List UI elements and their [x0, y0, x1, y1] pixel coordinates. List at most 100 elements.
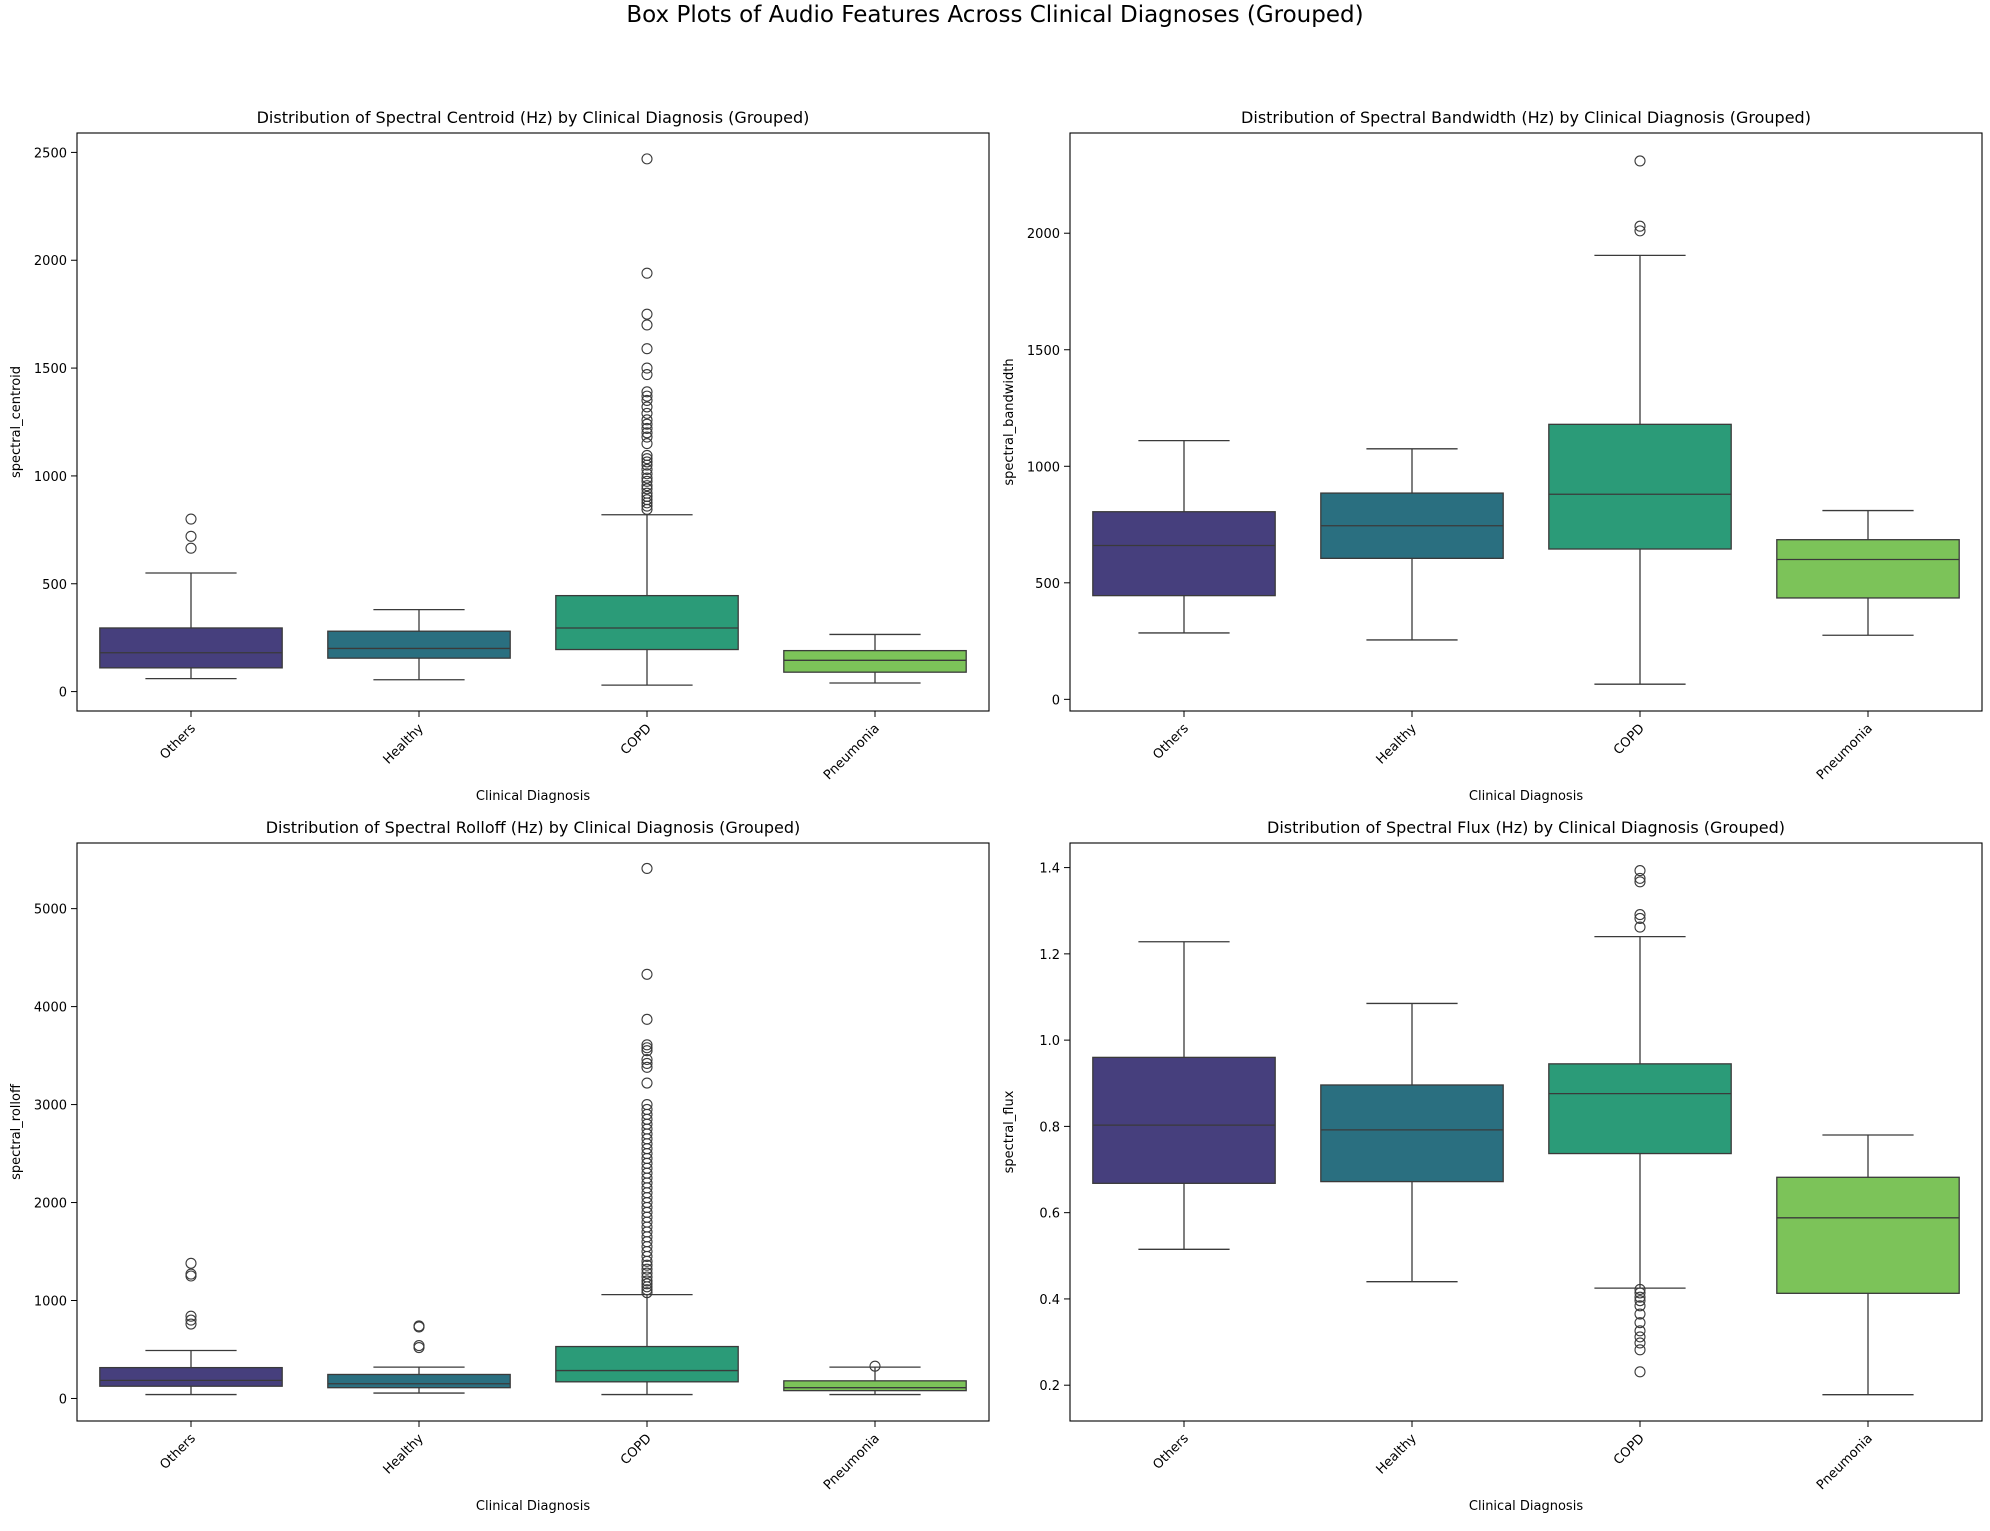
axes-frame	[1069, 132, 1983, 712]
outlier-point	[641, 1263, 653, 1275]
x-tick-label-copd: COPD	[618, 721, 655, 758]
x-tick-label-copd: COPD	[1611, 1431, 1648, 1468]
x-tick-label-healthy: Healthy	[1374, 1431, 1420, 1477]
chart-spectral-flux: Distribution of Spectral Flux (Hz) by Cl…	[1002, 818, 1983, 1514]
outlier-point	[185, 530, 197, 542]
outlier-point	[641, 343, 653, 355]
plot-area: Distribution of Spectral Centroid (Hz) b…	[9, 108, 990, 804]
y-tick-label: 2000	[34, 254, 67, 269]
x-tick-label-others: Others	[157, 1431, 199, 1473]
outlier-point	[185, 513, 197, 525]
outlier-point	[1634, 912, 1646, 925]
outlier-point	[1634, 1295, 1646, 1307]
y-tick-label: 0.2	[1039, 1379, 1060, 1394]
box-others	[1092, 941, 1276, 1250]
outlier-point	[641, 1013, 653, 1025]
outlier-point	[1634, 1300, 1646, 1312]
box-body	[1776, 1176, 1960, 1294]
outlier-point	[413, 1340, 425, 1352]
outlier-point	[869, 1360, 881, 1372]
outlier-point	[641, 267, 653, 279]
chart-title: Distribution of Spectral Flux (Hz) by Cl…	[1267, 818, 1785, 837]
box-copd	[1548, 865, 1732, 1378]
outlier-point	[641, 1103, 653, 1116]
x-tick-label-healthy: Healthy	[381, 1431, 427, 1477]
figure-title: Box Plots of Audio Features Across Clini…	[626, 2, 1364, 28]
y-tick-label: 0.8	[1039, 1120, 1060, 1135]
x-tick-label-others: Others	[157, 721, 199, 763]
box-body	[1092, 1056, 1276, 1184]
x-tick-label-copd: COPD	[1611, 721, 1648, 758]
box-healthy	[1320, 448, 1504, 641]
outlier-point	[185, 1257, 197, 1269]
outlier-point	[641, 1278, 653, 1290]
x-axis-label: Clinical Diagnosis	[1469, 789, 1583, 804]
box-others	[99, 1257, 283, 1396]
outlier-point	[1634, 921, 1646, 933]
x-tick-label-pneumonia: Pneumonia	[821, 1431, 883, 1493]
x-axis-label: Clinical Diagnosis	[1469, 1499, 1583, 1514]
outlier-point	[641, 1045, 653, 1057]
outlier-point	[641, 369, 653, 381]
y-tick-label: 2500	[34, 146, 67, 161]
outlier-point	[1634, 220, 1646, 232]
box-body	[555, 1345, 739, 1383]
outlier-point	[641, 480, 653, 492]
axes-frame	[76, 842, 990, 1422]
outlier-point	[641, 472, 653, 484]
outlier-point	[1634, 1317, 1646, 1329]
outlier-point	[641, 1267, 653, 1279]
x-tick-label-others: Others	[1150, 721, 1192, 763]
y-tick-label: 1500	[34, 362, 67, 377]
y-tick-label: 0.4	[1039, 1293, 1060, 1308]
box-healthy	[1320, 1002, 1504, 1283]
box-body	[99, 1366, 283, 1387]
outlier-point	[641, 1275, 653, 1287]
outlier-point	[185, 1318, 197, 1330]
outlier-point	[641, 475, 653, 487]
x-tick-label-others: Others	[1150, 1431, 1192, 1473]
outlier-point	[641, 483, 653, 495]
box-body	[327, 1373, 511, 1389]
outlier-point	[641, 1287, 653, 1299]
y-tick-label: 1.2	[1039, 948, 1060, 963]
axes-frame	[1069, 842, 1983, 1422]
box-copd	[1548, 155, 1732, 685]
plot-area: Distribution of Spectral Rolloff (Hz) by…	[9, 818, 990, 1514]
chart-title: Distribution of Spectral Centroid (Hz) b…	[257, 108, 810, 127]
outlier-point	[641, 453, 653, 465]
chart-spectral-centroid: Distribution of Spectral Centroid (Hz) b…	[9, 108, 990, 804]
outlier-point	[641, 401, 653, 413]
axes-frame	[76, 132, 990, 712]
outlier-point	[641, 319, 653, 331]
outlier-point	[185, 542, 197, 554]
outlier-point	[641, 449, 653, 461]
y-tick-label: 1.4	[1039, 862, 1060, 877]
box-body	[783, 1380, 967, 1392]
outlier-point	[1634, 1331, 1646, 1343]
outlier-point	[413, 1320, 425, 1332]
y-tick-label: 1.0	[1039, 1034, 1060, 1049]
y-tick-label: 2000	[1027, 227, 1060, 242]
box-pneumonia	[1776, 1134, 1960, 1396]
outlier-point	[641, 490, 653, 502]
outlier-point	[185, 1268, 197, 1280]
box-body	[555, 594, 739, 651]
y-axis-label: spectral_centroid	[9, 366, 24, 478]
y-tick-label: 0	[59, 686, 67, 701]
box-copd	[555, 862, 739, 1396]
plot-area: Distribution of Spectral Bandwidth (Hz) …	[1002, 108, 1983, 804]
x-tick-label-healthy: Healthy	[1374, 721, 1420, 767]
y-tick-label: 1000	[34, 470, 67, 485]
y-tick-label: 0	[1052, 693, 1060, 708]
outlier-point	[1634, 1325, 1646, 1337]
outlier-point	[641, 308, 653, 320]
y-tick-label: 0.6	[1039, 1207, 1060, 1222]
chart-title: Distribution of Spectral Rolloff (Hz) by…	[266, 818, 801, 837]
outlier-point	[1634, 1308, 1646, 1320]
y-tick-label: 5000	[34, 903, 67, 918]
outlier-point	[1634, 876, 1646, 888]
outlier-point	[641, 414, 653, 426]
x-tick-label-pneumonia: Pneumonia	[1814, 721, 1876, 783]
outlier-point	[641, 394, 653, 406]
